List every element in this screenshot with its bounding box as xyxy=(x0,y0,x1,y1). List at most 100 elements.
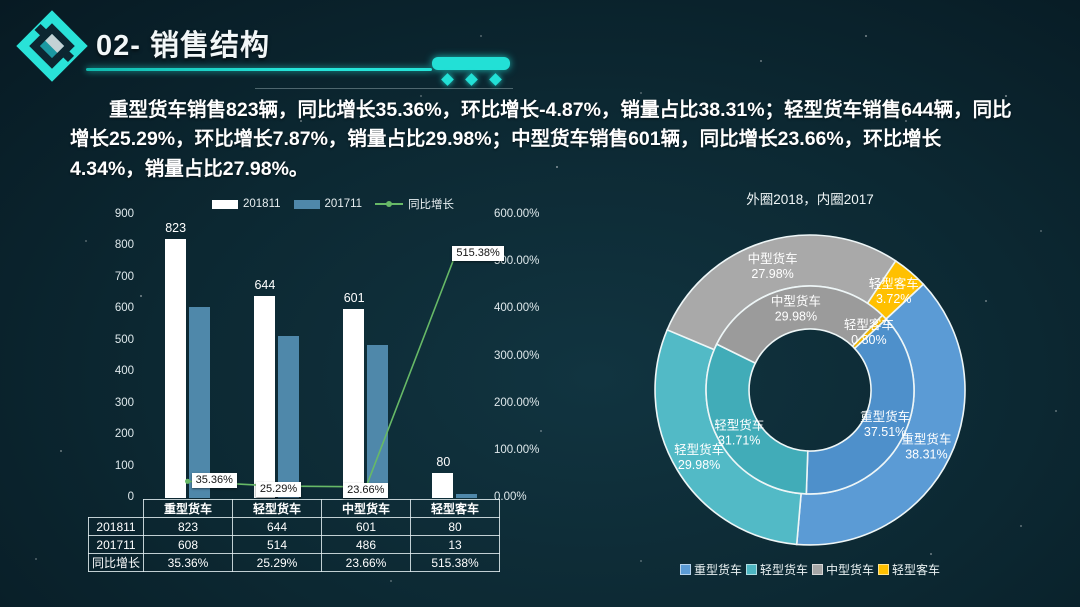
legend-swatch-201811 xyxy=(212,199,238,209)
left-axis-tick: 500 xyxy=(114,333,134,346)
bar-value-label: 601 xyxy=(343,291,365,305)
donut-segment-内圈2017-重型货车 xyxy=(805,317,915,495)
donut-label-name: 轻型客车 xyxy=(869,276,919,291)
donut-label-外圈2018-中型货车: 中型货车 27.98% xyxy=(748,251,798,281)
donut-label-name: 重型货车 xyxy=(860,409,910,424)
donut-segment-内圈2017-轻型客车 xyxy=(851,314,888,350)
summary-text: 重型货车销售823辆，同比增长35.36%，环比增长-4.87%，销量占比38.… xyxy=(70,99,1012,180)
bar-201811-中型货车 xyxy=(343,309,365,498)
left-axis-tick: 0 xyxy=(127,491,134,503)
growth-value-label: 23.66% xyxy=(343,482,389,498)
donut-segment-内圈2017-中型货车 xyxy=(715,285,884,365)
donut-label-name: 中型货车 xyxy=(771,294,821,309)
table-corner xyxy=(89,500,144,518)
legend-dot-icon xyxy=(386,201,393,207)
legend-item-201811: 201811 xyxy=(212,198,281,210)
legend-item-growth: 同比增长 xyxy=(375,196,454,212)
right-axis-tick: 500.00% xyxy=(494,255,540,268)
table-row: 201811 823 644 601 80 xyxy=(88,517,500,536)
donut-label-pct: 29.98% xyxy=(678,458,720,472)
table-cell: 35.36% xyxy=(143,553,233,572)
bar-201711-重型货车 xyxy=(188,306,210,498)
legend-label: 轻型客车 xyxy=(892,563,941,577)
table-cell: 23.66% xyxy=(321,553,411,572)
bar-chart-legend: 201811 201711 同比增长 xyxy=(212,196,454,212)
table-row: 同比增长 35.36% 25.29% 23.66% 515.38% xyxy=(88,553,500,572)
left-axis-tick: 900 xyxy=(114,208,134,220)
left-axis-tick: 100 xyxy=(114,459,134,472)
donut-label-name: 重型货车 xyxy=(901,432,951,447)
bar-value-label: 644 xyxy=(254,277,276,292)
legend-swatch xyxy=(679,564,691,575)
donut-chart-title: 外圈2018，内圈2017 xyxy=(746,192,874,207)
table-col-header: 中型货车 xyxy=(321,499,411,518)
growth-value-label: 35.36% xyxy=(191,473,237,489)
table-col-header: 轻型客车 xyxy=(410,499,500,518)
growth-line xyxy=(185,252,458,490)
bar-201711-中型货车 xyxy=(367,345,389,498)
donut-segment-内圈2017-轻型货车 xyxy=(705,343,809,495)
donut-label-pct: 3.72% xyxy=(876,292,911,306)
diamond-logo-icon xyxy=(16,10,88,82)
deco-bar xyxy=(432,57,510,70)
table-cell: 608 xyxy=(143,535,233,554)
donut-label-外圈2018-轻型客车: 轻型客车 3.72% xyxy=(869,276,919,306)
donut-label-外圈2018-重型货车: 重型货车 38.31% xyxy=(901,432,951,462)
bar-chart-left-axis: 900 800 700 600 500 400 300 200 100 0 xyxy=(96,208,134,503)
table-cell: 25.29% xyxy=(232,553,322,572)
legend-swatch xyxy=(745,564,757,575)
table-row: 201711 608 514 486 13 xyxy=(88,535,500,554)
bar-chart-right-axis: 600.00% 500.00% 400.00% 300.00% 200.00% 100.0… xyxy=(494,208,556,503)
donut-label-pct: 38.31% xyxy=(905,448,947,462)
growth-value-label: 515.38% xyxy=(452,245,504,261)
legend-label: 轻型货车 xyxy=(759,563,808,577)
bar-201811-轻型客车 xyxy=(432,472,454,498)
left-axis-tick: 400 xyxy=(114,365,134,378)
legend-label: 201811 xyxy=(243,198,281,210)
donut-label-外圈2018-轻型货车: 轻型货车 29.98% xyxy=(674,442,724,472)
right-axis-tick: 300.00% xyxy=(494,349,540,362)
right-axis-tick: 0.00% xyxy=(494,491,527,503)
donut-label-name: 中型货车 xyxy=(748,251,798,266)
donut-label-内圈2017-中型货车: 中型货车 29.98% xyxy=(771,294,821,324)
donut-label-pct: 27.98% xyxy=(751,267,793,281)
growth-point xyxy=(185,478,191,484)
table-cell: 644 xyxy=(232,517,322,536)
legend-swatch xyxy=(878,564,890,575)
title-underline xyxy=(86,68,432,71)
table-col-header: 重型货车 xyxy=(143,499,233,518)
table-cell: 515.38% xyxy=(410,553,500,572)
legend-line-icon xyxy=(375,201,404,207)
growth-line-path xyxy=(187,254,457,488)
table-cell: 601 xyxy=(321,517,411,536)
right-axis-tick: 100.00% xyxy=(494,443,540,456)
table-header-row: 重型货车 轻型货车 中型货车 轻型客车 xyxy=(89,499,500,518)
donut-label-pct: 37.51% xyxy=(864,425,906,439)
bar-value-label: 823 xyxy=(165,221,187,236)
legend-swatch xyxy=(812,564,823,575)
table-cell: 514 xyxy=(232,535,322,554)
starfield-decoration xyxy=(0,0,2,2)
table-row-header: 201711 xyxy=(88,535,144,554)
donut-label-name: 轻型客车 xyxy=(844,317,894,332)
legend-label: 中型货车 xyxy=(826,563,875,577)
donut-label-内圈2017-重型货车: 重型货车 37.51% xyxy=(860,409,910,439)
table-cell: 486 xyxy=(321,535,411,554)
right-axis-tick: 400.00% xyxy=(494,302,540,315)
legend-item: 重型货车 xyxy=(679,561,742,578)
bar-201811-重型货车 xyxy=(164,239,186,498)
left-axis-tick: 300 xyxy=(114,396,134,409)
donut-label-内圈2017-轻型货车: 轻型货车 31.71% xyxy=(714,417,764,447)
left-axis-tick: 200 xyxy=(114,428,134,441)
left-axis-tick: 700 xyxy=(114,270,134,283)
donut-label-name: 轻型货车 xyxy=(714,417,764,432)
donut-legend: 重型货车 轻型货车 中型货车 轻型客车 xyxy=(648,561,972,578)
table-cell: 823 xyxy=(143,517,233,536)
divider-line xyxy=(255,88,513,89)
page-title: 02- 销售结构 xyxy=(96,30,270,62)
deco-diamond-icon xyxy=(465,73,478,86)
donut-label-内圈2017-轻型客车: 轻型客车 0.80% xyxy=(844,317,894,347)
donut-label-pct: 0.80% xyxy=(851,333,886,347)
right-axis-tick: 200.00% xyxy=(494,396,540,409)
